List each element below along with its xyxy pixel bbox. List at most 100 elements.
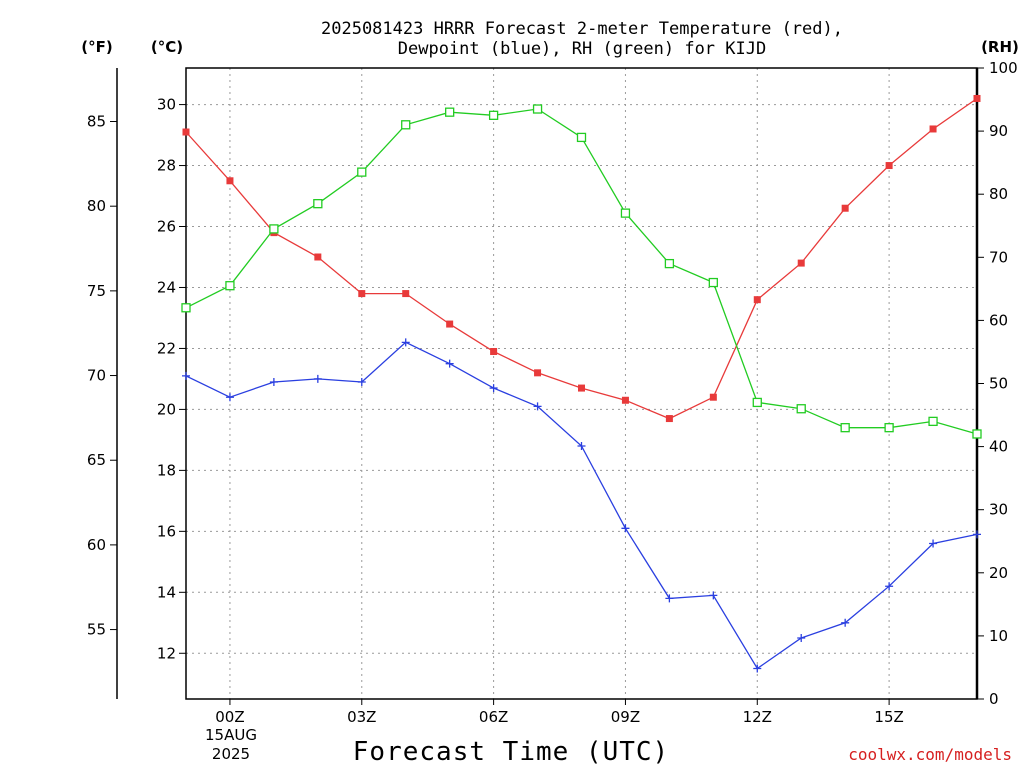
temperature-point (973, 94, 981, 102)
dewpoint-point (929, 539, 938, 548)
fahrenheit-tick-label: 60 (87, 536, 106, 554)
rh-point (488, 110, 499, 120)
fahrenheit-unit-label: (°F) (81, 38, 112, 56)
x-tick-label: 00Z (215, 708, 244, 726)
dewpoint-point (665, 594, 674, 603)
rh-tick-label: 70 (989, 248, 1008, 266)
rh-point (313, 199, 323, 209)
dewpoint-point (445, 359, 454, 368)
temperature-point (885, 162, 893, 170)
dewpoint-point (709, 591, 718, 600)
x-axis-label: Forecast Time (UTC) (353, 737, 669, 767)
date-label-day: 15AUG (205, 726, 257, 744)
celsius-tick-label: 28 (157, 157, 176, 175)
celsius-tick-label: 22 (157, 339, 176, 357)
rh-point (357, 167, 367, 177)
temperature-series (182, 94, 981, 423)
rh-point (401, 120, 411, 130)
rh-point (972, 429, 982, 439)
plot-frame (185, 67, 978, 700)
rh-series (181, 104, 982, 439)
celsius-tick-label: 26 (157, 218, 176, 236)
fahrenheit-tick-label: 65 (87, 451, 106, 469)
fahrenheit-tick-label: 70 (87, 367, 106, 385)
rh-point (445, 107, 455, 117)
rh-tick-label: 50 (989, 375, 1008, 393)
dewpoint-point (269, 377, 278, 386)
dewpoint-point (489, 384, 498, 393)
temperature-point (578, 384, 585, 392)
rh-tick-label: 60 (989, 311, 1008, 329)
rh-tick-label: 20 (989, 564, 1008, 582)
celsius-unit-label: (°C) (151, 38, 183, 56)
temperature-point (665, 415, 673, 423)
celsius-tick-label: 12 (157, 644, 176, 662)
celsius-tick-label: 18 (157, 461, 176, 479)
rh-tick-label: 90 (989, 122, 1008, 140)
axes (110, 67, 984, 705)
temperature-point (446, 320, 454, 328)
dewpoint-point (841, 618, 850, 627)
temperature-point (534, 369, 542, 377)
x-tick-label: 09Z (611, 708, 640, 726)
celsius-tick-label: 14 (157, 583, 176, 601)
x-tick-label: 06Z (479, 708, 508, 726)
temperature-point (226, 177, 234, 185)
celsius-tick-label: 24 (157, 278, 176, 296)
dewpoint-point (401, 338, 410, 347)
rh-point (269, 224, 279, 234)
rh-point (796, 404, 806, 414)
rh-point (664, 258, 675, 269)
data-series (181, 94, 982, 673)
rh-point (225, 281, 235, 291)
rh-tick-label: 80 (989, 185, 1008, 203)
fahrenheit-tick-label: 80 (87, 197, 106, 215)
celsius-tick-label: 20 (157, 400, 176, 418)
rh-point (181, 303, 191, 313)
rh-tick-label: 30 (989, 501, 1008, 519)
temperature-point (490, 347, 498, 355)
temperature-line (185, 97, 978, 420)
dewpoint-point (182, 371, 190, 380)
rh-unit-label: (RH) (981, 38, 1019, 56)
x-tick-label: 12Z (743, 708, 772, 726)
temperature-point (753, 296, 761, 304)
dewpoint-point (577, 441, 586, 450)
dewpoint-point (621, 524, 630, 533)
rh-tick-label: 40 (989, 438, 1008, 456)
temperature-point (314, 253, 322, 261)
temperature-point (709, 393, 717, 401)
rh-point (884, 423, 894, 433)
dewpoint-point (357, 377, 366, 386)
credit-text: coolwx.com/models (848, 745, 1012, 764)
rh-point (532, 104, 543, 114)
temperature-point (358, 290, 366, 298)
dewpoint-point (797, 634, 806, 643)
temperature-point (929, 125, 937, 133)
fahrenheit-tick-label: 75 (87, 282, 106, 300)
temperature-point (841, 204, 849, 212)
temperature-point (797, 259, 805, 267)
rh-point (576, 132, 587, 143)
dewpoint-point (313, 374, 322, 383)
rh-tick-label: 100 (989, 59, 1018, 77)
fahrenheit-tick-label: 85 (87, 113, 106, 131)
dewpoint-point (533, 402, 542, 411)
temperature-point (402, 290, 410, 298)
fahrenheit-tick-label: 55 (87, 621, 106, 639)
grid-lines (186, 68, 977, 699)
rh-tick-label: 10 (989, 627, 1008, 645)
rh-point (928, 416, 938, 427)
dewpoint-point (225, 393, 234, 402)
dewpoint-series (182, 338, 981, 673)
celsius-tick-label: 16 (157, 522, 176, 540)
rh-point (840, 423, 850, 433)
celsius-tick-label: 30 (157, 96, 176, 114)
chart-title-line2: Dewpoint (blue), RH (green) for KIJD (398, 39, 766, 59)
rh-point (708, 277, 718, 288)
dewpoint-point (885, 582, 894, 591)
dewpoint-point (753, 664, 762, 673)
temperature-point (621, 396, 629, 404)
temperature-point (182, 128, 190, 136)
